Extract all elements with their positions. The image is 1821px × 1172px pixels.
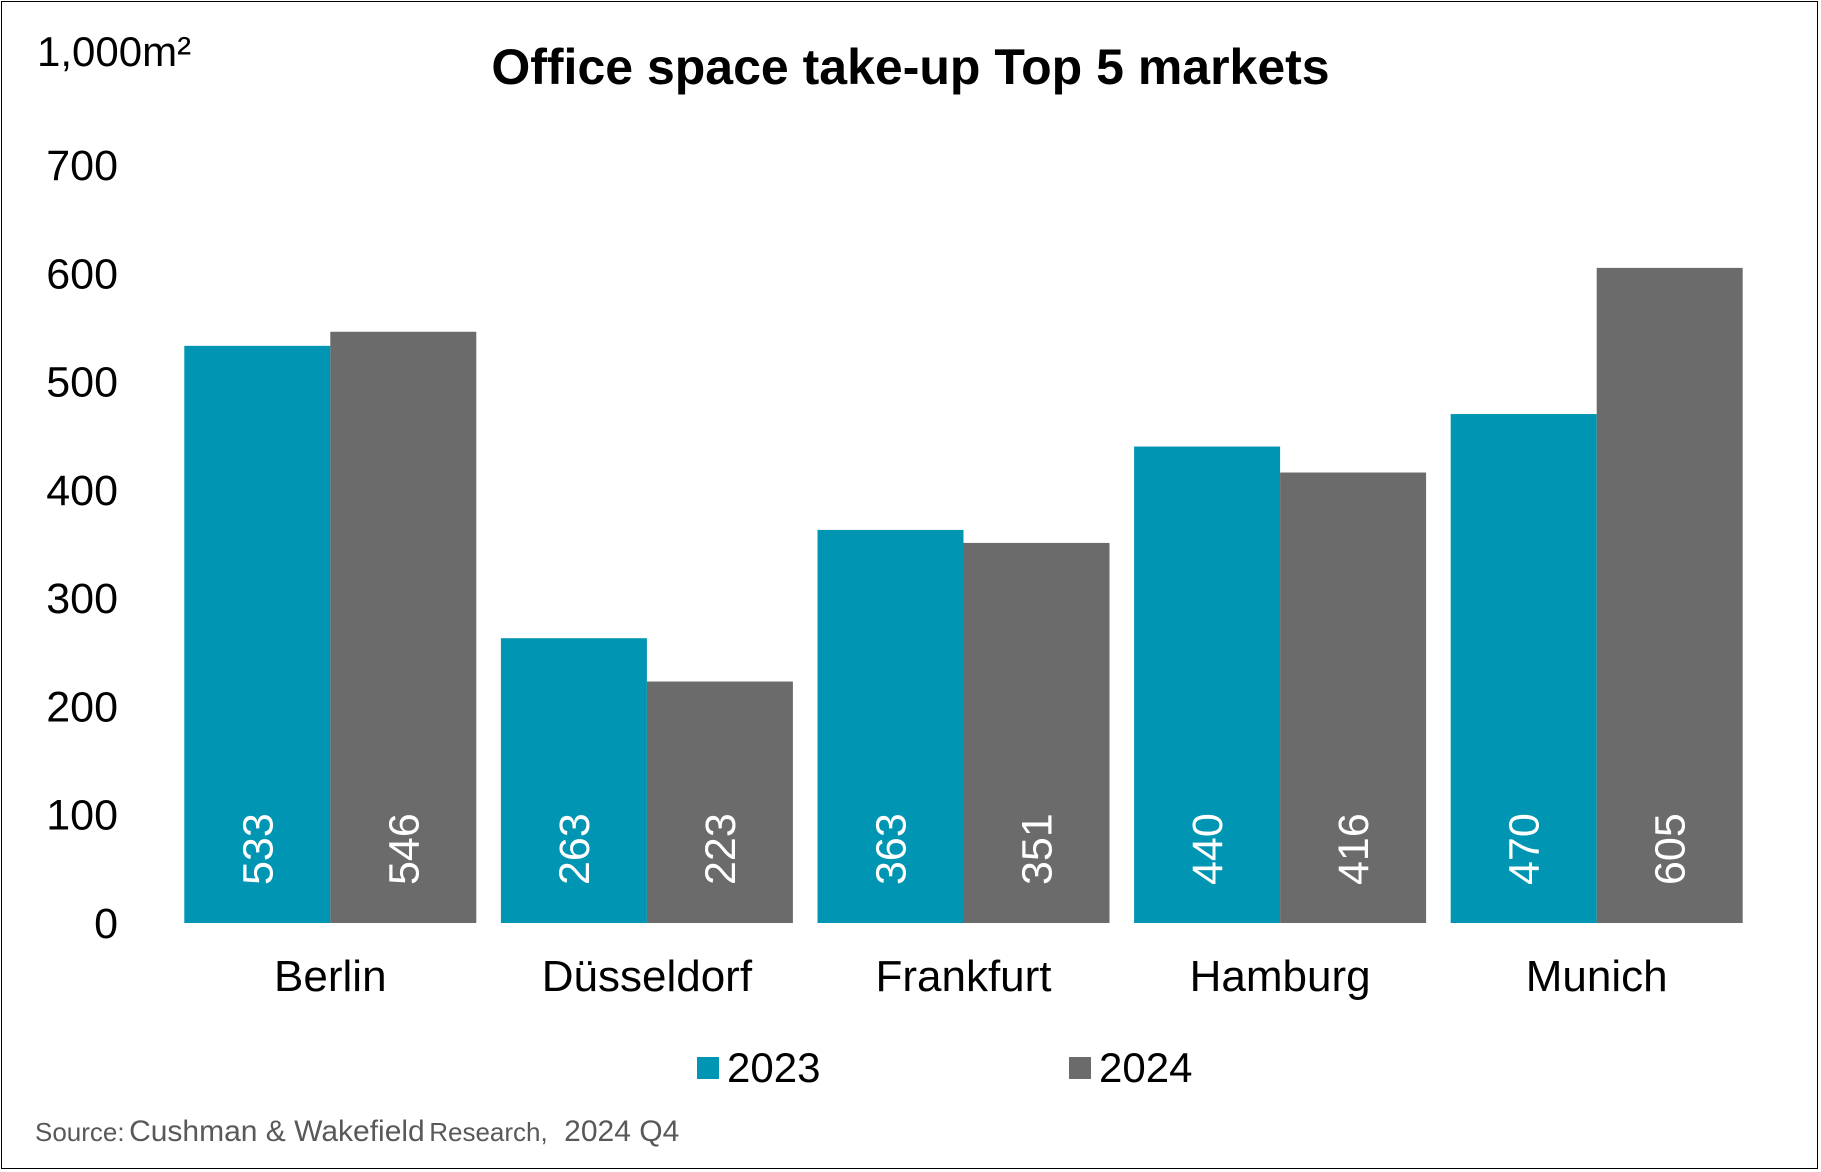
bar-2024-hamburg: [1280, 472, 1427, 923]
legend: 2023 2024: [0, 1044, 1821, 1094]
data-label: 263: [551, 813, 599, 885]
source-name: Cushman & Wakefield: [129, 1115, 425, 1148]
y-tick-label: 500: [46, 359, 118, 407]
data-label: 416: [1330, 813, 1378, 885]
bar-2023-hamburg: [1134, 446, 1281, 923]
bar-2023-frankfurt: [817, 529, 964, 923]
x-tick-label: Frankfurt: [875, 952, 1051, 1001]
bar-2024-berlin: [330, 331, 477, 923]
data-label: 351: [1014, 813, 1062, 885]
legend-item-2023: 2023: [697, 1044, 820, 1092]
data-label: 440: [1184, 813, 1232, 885]
data-label: 223: [697, 813, 745, 885]
y-tick-label: 400: [46, 467, 118, 515]
legend-label-2023: 2023: [727, 1044, 821, 1091]
source-period: 2024 Q4: [564, 1115, 680, 1148]
data-label: 470: [1501, 813, 1549, 885]
source-prefix: Source:: [35, 1117, 125, 1147]
x-tick-label: Düsseldorf: [542, 952, 753, 1001]
x-tick-label: Berlin: [274, 952, 387, 1001]
bar-2024-munich: [1596, 267, 1743, 923]
y-tick-label: 100: [46, 792, 118, 840]
legend-item-2024: 2024: [1069, 1044, 1192, 1092]
source-note: Source: Cushman & Wakefield Research, 20…: [35, 1115, 679, 1149]
y-tick-label: 700: [46, 142, 118, 190]
x-tick-label: Hamburg: [1190, 952, 1371, 1001]
chart-title: Office space take-up Top 5 markets: [491, 39, 1330, 95]
legend-swatch-2023: [697, 1057, 719, 1079]
legend-label-2024: 2024: [1099, 1044, 1193, 1091]
data-label: 363: [868, 813, 916, 885]
bar-2024-düsseldorf: [646, 681, 793, 923]
y-tick-label: 200: [46, 683, 118, 731]
y-tick-label: 0: [94, 900, 118, 948]
y-tick-label: 300: [46, 575, 118, 623]
bar-2023-düsseldorf: [500, 638, 647, 923]
data-label: 533: [234, 813, 282, 885]
legend-swatch-2024: [1069, 1057, 1091, 1079]
bar-2024-frankfurt: [963, 542, 1110, 923]
y-axis-unit-label: 1,000m²: [37, 28, 192, 75]
y-tick-label: 600: [46, 250, 118, 298]
data-label: 546: [380, 813, 428, 885]
source-suffix: Research,: [429, 1117, 548, 1147]
bar-2023-berlin: [184, 345, 331, 923]
bar-2023-munich: [1450, 414, 1597, 923]
data-label: 605: [1647, 813, 1695, 885]
x-tick-label: Munich: [1526, 952, 1668, 1001]
